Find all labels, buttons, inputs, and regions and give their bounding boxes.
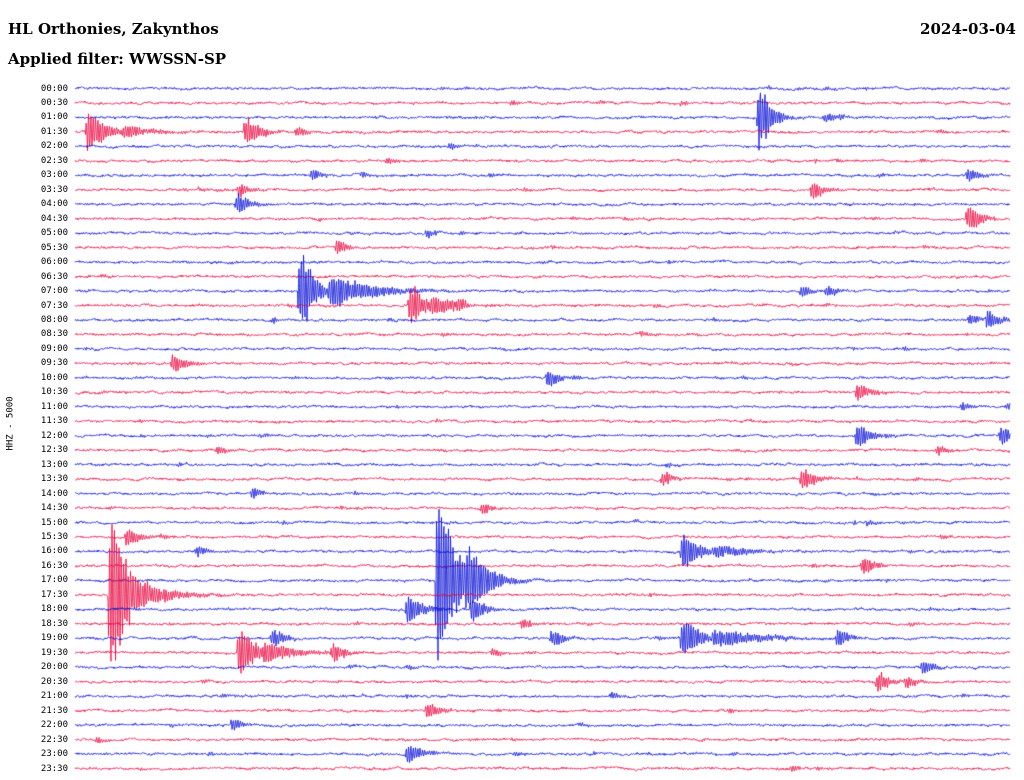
time-label: 22:00	[40, 720, 68, 731]
station-title: HL Orthonies, Zakynthos	[8, 20, 219, 38]
time-label: 01:00	[40, 112, 68, 123]
time-label: 14:00	[40, 488, 68, 499]
time-label: 00:00	[40, 83, 68, 94]
time-label: 16:30	[40, 560, 68, 571]
time-label: 15:00	[40, 517, 68, 528]
time-label: 19:00	[40, 633, 68, 644]
record-date: 2024-03-04	[920, 20, 1016, 38]
time-label: 08:00	[40, 314, 68, 325]
time-label: 02:30	[40, 155, 68, 166]
time-label: 19:30	[40, 647, 68, 658]
filter-label: Applied filter: WWSSN-SP	[8, 50, 227, 68]
time-label: 23:30	[40, 763, 68, 774]
time-label: 21:30	[40, 705, 68, 716]
time-label: 10:30	[40, 387, 68, 398]
time-label: 20:00	[40, 662, 68, 673]
time-label: 17:30	[40, 589, 68, 600]
time-label: 05:00	[40, 228, 68, 239]
time-label: 12:30	[40, 445, 68, 456]
time-label: 11:30	[40, 416, 68, 427]
time-label: 15:30	[40, 532, 68, 542]
time-label: 09:00	[40, 343, 68, 354]
time-label: 03:30	[40, 184, 68, 195]
time-label: 22:30	[40, 734, 68, 745]
time-label: 02:00	[40, 141, 68, 152]
time-label: 01:30	[40, 126, 68, 137]
time-label: 00:30	[40, 97, 68, 108]
time-label: 14:30	[40, 503, 68, 514]
time-label: 12:00	[40, 430, 68, 441]
time-label: 20:30	[40, 676, 68, 687]
time-label: 09:30	[40, 358, 68, 369]
time-label: 21:00	[40, 691, 68, 702]
time-label: 03:00	[40, 170, 68, 181]
time-label: 04:30	[40, 213, 68, 224]
time-label: 07:30	[40, 300, 68, 311]
time-label: 11:00	[40, 401, 68, 412]
time-label: 08:30	[40, 329, 68, 340]
time-label: 13:30	[40, 474, 68, 485]
time-label: 04:00	[40, 199, 68, 210]
channel-scale-label: HHZ - 5000	[5, 396, 16, 451]
time-label: 06:30	[40, 271, 68, 282]
time-label: 07:00	[40, 286, 68, 297]
time-label: 06:00	[40, 257, 68, 268]
time-label: 23:00	[40, 749, 68, 760]
time-label: 13:00	[40, 459, 68, 470]
time-label: 16:00	[40, 546, 68, 557]
time-label: 18:30	[40, 618, 68, 629]
time-label: 05:30	[40, 242, 68, 253]
time-label: 18:00	[40, 604, 68, 615]
time-label: 10:00	[40, 372, 68, 383]
time-label: 17:00	[40, 575, 68, 586]
